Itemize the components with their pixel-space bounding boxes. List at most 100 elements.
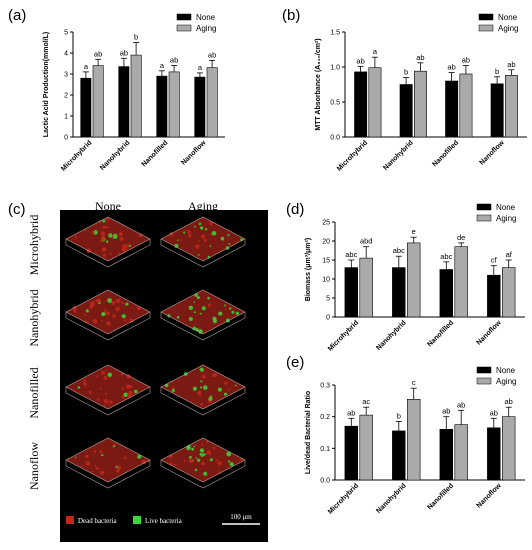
live-speck — [199, 386, 202, 389]
legend-label-none: None — [498, 13, 518, 22]
bar-none-nanohybrid — [392, 430, 406, 481]
live-speck — [93, 230, 98, 235]
live-speck — [218, 311, 223, 316]
bar-aging-nanofilled — [454, 246, 468, 318]
significance-label: ab — [120, 48, 128, 57]
y-tick-label: 2 — [64, 93, 68, 100]
bar-none-nanoflow — [194, 76, 206, 138]
live-speck — [200, 226, 204, 230]
significance-label: ab — [347, 408, 355, 417]
legend-label-aging: Aging — [496, 377, 516, 386]
dead-speck — [110, 252, 113, 255]
sample-box-side — [65, 460, 151, 489]
legend-swatch-none — [478, 13, 494, 21]
significance-label: ab — [457, 400, 465, 409]
live-speck — [204, 228, 208, 231]
dead-speck — [83, 379, 87, 382]
chart-e: (e) 0.0 0.1 0.2 0.3 Live/dead Bacterial Ratio… — [286, 354, 525, 516]
bar-aging-microhybrid — [359, 414, 373, 481]
y-tick-label: 4 — [64, 51, 68, 58]
x-tick-label: Nanohybrid — [375, 319, 407, 351]
dead-speck — [91, 231, 95, 235]
panel-label-a: (a) — [8, 7, 26, 24]
dead-speck — [169, 462, 173, 466]
panel-label-b: (b) — [282, 7, 300, 24]
live-speck — [229, 307, 232, 310]
dead-speck — [121, 395, 125, 399]
live-speck — [235, 311, 239, 315]
legend-label-none: None — [496, 203, 516, 212]
significance-label: ab — [505, 397, 513, 406]
bar-aging-microhybrid — [368, 67, 382, 138]
dead-speck — [127, 393, 132, 398]
dead-speck — [104, 308, 107, 311]
legend-label-aging: Aging — [196, 24, 216, 33]
bar-none-nanofilled — [445, 80, 459, 138]
dead-speck — [103, 398, 109, 404]
y-axis-label: Biomass (μm³/μm²) — [305, 238, 312, 301]
dead-speck — [90, 470, 93, 473]
panel-label-d: (d) — [286, 201, 304, 218]
dead-speck — [171, 386, 175, 390]
live-speck — [191, 447, 195, 451]
live-speck — [102, 219, 106, 223]
live-speck — [189, 455, 192, 459]
live-speck — [192, 386, 197, 391]
live-speck — [121, 314, 126, 319]
dead-speck — [111, 301, 116, 305]
dead-speck — [215, 458, 218, 462]
legend-swatch-aging — [476, 214, 492, 222]
dead-speck — [103, 404, 106, 407]
x-tick-label: Nanofilled — [426, 482, 455, 511]
live-speck — [208, 396, 213, 401]
bar-none-nanoflow — [487, 274, 501, 318]
dead-speck — [212, 446, 216, 450]
dead-speck — [94, 464, 97, 468]
dead-speck — [195, 244, 200, 249]
live-speck — [183, 231, 186, 234]
live-speck — [228, 460, 231, 463]
live-speck — [74, 456, 77, 459]
live-speck — [125, 302, 129, 306]
dead-speck — [102, 253, 106, 257]
y-tick-label: 0.2 — [320, 414, 330, 421]
dead-speck — [104, 226, 107, 229]
legend-swatch-none — [176, 13, 192, 21]
dead-speck — [202, 374, 206, 379]
bar-none-nanohybrid — [118, 66, 130, 138]
legend-swatch-aging — [478, 24, 494, 32]
dead-speck — [217, 461, 222, 466]
dead-speck — [99, 450, 103, 454]
dead-speck — [83, 381, 87, 386]
dead-speck — [90, 301, 95, 307]
y-tick-label: 1 — [64, 114, 68, 121]
legend-label-aging: Aging — [496, 214, 516, 223]
sample-box-side — [160, 460, 246, 489]
live-speck — [177, 239, 179, 241]
dead-speck — [96, 398, 100, 401]
bar-none-nanofilled — [439, 428, 453, 481]
sample-box-side — [65, 312, 151, 341]
significance-label: ac — [362, 397, 370, 406]
dead-speck — [115, 306, 120, 312]
x-tick-label: Nanohybrid — [375, 482, 407, 514]
dead-speck — [121, 387, 125, 391]
dead-speck — [88, 390, 92, 394]
live-speck — [224, 304, 227, 307]
significance-label: ab — [462, 56, 470, 65]
dead-speck — [172, 463, 175, 466]
live-speck — [123, 392, 128, 397]
x-tick-label: Nanofilled — [141, 139, 170, 168]
y-tick-label: 10 — [322, 277, 330, 284]
y-tick-label: 0 — [64, 135, 68, 142]
live-speck — [223, 392, 228, 396]
live-speck — [228, 243, 231, 245]
panel-label-c: (c) — [8, 201, 26, 218]
live-speck — [201, 306, 206, 311]
y-tick-label: 0.0 — [320, 478, 330, 485]
live-speck — [108, 233, 113, 238]
y-tick-label: 5 — [326, 296, 330, 303]
live-speck — [234, 384, 237, 387]
legend-label-aging: Aging — [498, 24, 518, 33]
live-speck — [203, 471, 208, 476]
